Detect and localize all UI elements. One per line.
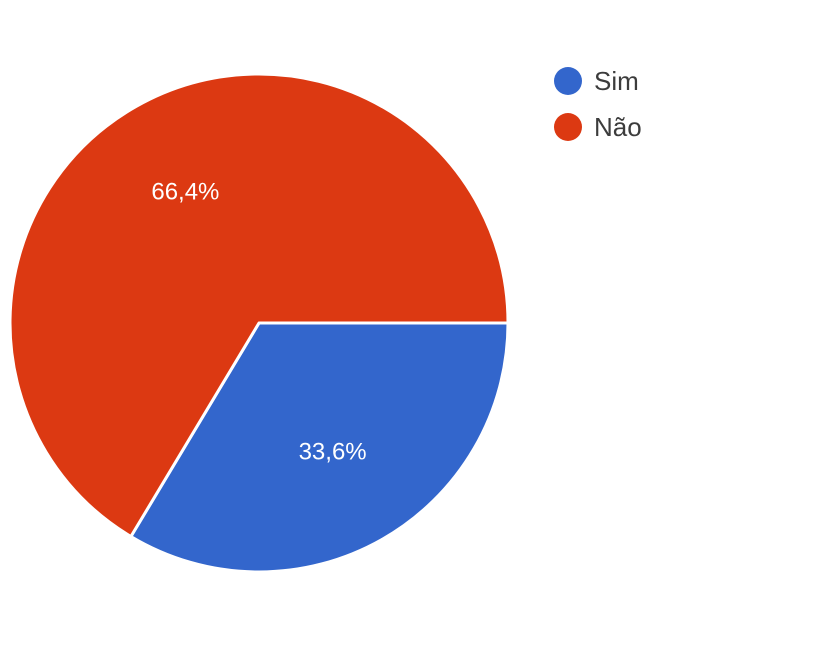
legend-swatch-sim xyxy=(554,67,582,95)
pie-slice-nao[interactable] xyxy=(8,72,510,539)
legend-label-sim: Sim xyxy=(594,65,639,96)
chart-legend: Sim Não xyxy=(554,64,642,144)
slice-label-sim: 33,6% xyxy=(299,438,367,465)
legend-item-sim[interactable]: Sim xyxy=(554,64,642,98)
pie-slice-sim[interactable] xyxy=(129,321,510,574)
legend-item-nao[interactable]: Não xyxy=(554,110,642,144)
slice-label-nao: 66,4% xyxy=(151,178,219,205)
legend-label-nao: Não xyxy=(594,111,642,142)
legend-swatch-nao xyxy=(554,113,582,141)
